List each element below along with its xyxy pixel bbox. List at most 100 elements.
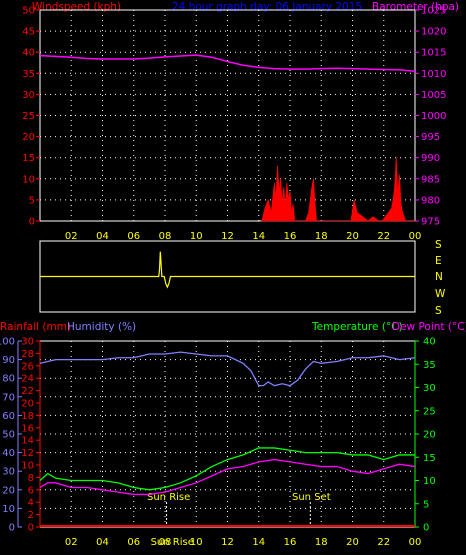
wind-time-tick-label: 06 — [127, 231, 140, 242]
humidity-tick-label: 30 — [2, 467, 15, 478]
temp-time-tick-label: 00 — [409, 537, 422, 548]
wind-time-tick-label: 04 — [96, 231, 109, 242]
rainfall-tick-label: 14 — [21, 436, 34, 447]
temperature-tick-label: 10 — [423, 476, 436, 487]
rainfall-tick-label: 26 — [21, 361, 34, 372]
temperature-tick-label: 25 — [423, 406, 436, 417]
humidity-tick-label: 10 — [2, 504, 15, 515]
temp-time-tick-label: 12 — [221, 537, 234, 548]
rainfall-tick-label: 0 — [28, 523, 34, 534]
temp-time-tick-label: 02 — [65, 537, 78, 548]
sunrise-label: Sun Rise — [147, 492, 190, 503]
barometer-tick-label: 980 — [421, 195, 440, 206]
humidity-line — [39, 351, 416, 387]
humidity-axis-title: Humidity (%) — [67, 321, 136, 333]
dewpoint-line — [39, 458, 416, 496]
temp-time-tick-label: 08 — [159, 537, 172, 548]
rainfall-tick-label: 12 — [21, 448, 34, 459]
barometer-tick-label: 1020 — [421, 27, 446, 38]
windspeed-tick-label: 35 — [22, 69, 35, 80]
rainfall-tick-label: 20 — [21, 399, 34, 410]
barometer-tick-label: 1025 — [421, 6, 446, 17]
temp-time-tick-label: 14 — [252, 537, 265, 548]
wind-time-tick-label: 22 — [377, 231, 390, 242]
rainfall-tick-label: 18 — [21, 411, 34, 422]
windspeed-tick-label: 40 — [22, 48, 35, 59]
wind-direction-line — [40, 251, 415, 289]
temperature-tick-label: 35 — [423, 360, 436, 371]
temp-time-tick-label: 06 — [127, 537, 140, 548]
temperature-axis-title: Temperature (°C) — [311, 321, 403, 333]
windspeed-tick-label: 15 — [22, 153, 35, 164]
barometer-tick-label: 995 — [421, 132, 440, 143]
temperature-tick-label: 20 — [423, 430, 436, 441]
windspeed-tick-label: 30 — [22, 90, 35, 101]
temp-panel-frame — [39, 340, 416, 528]
humidity-tick-label: 0 — [9, 523, 15, 534]
humidity-tick-label: 80 — [2, 374, 15, 385]
barometer-tick-label: 975 — [421, 217, 440, 228]
temp-time-tick-label: 22 — [377, 537, 390, 548]
windspeed-tick-label: 50 — [22, 6, 35, 17]
humidity-tick-label: 40 — [2, 448, 15, 459]
direction-label-w: W — [435, 288, 446, 300]
windspeed-tick-label: 20 — [22, 132, 35, 143]
temperature-tick-label: 0 — [423, 523, 429, 534]
sunset-label: Sun Set — [292, 492, 331, 503]
humidity-tick-label: 100 — [0, 337, 15, 348]
temperature-line — [39, 447, 415, 491]
temp-time-tick-label: 18 — [315, 537, 328, 548]
temperature-tick-label: 40 — [423, 337, 436, 348]
rainfall-tick-label: 6 — [28, 485, 34, 496]
barometer-tick-label: 1005 — [421, 90, 446, 101]
barometer-tick-label: 1000 — [421, 111, 446, 122]
temp-time-tick-label: 20 — [346, 537, 359, 548]
humidity-tick-label: 50 — [2, 430, 15, 441]
windspeed-tick-label: 25 — [22, 111, 35, 122]
windspeed-tick-label: 5 — [29, 195, 35, 206]
humidity-tick-label: 90 — [2, 355, 15, 366]
temperature-tick-label: 15 — [423, 453, 436, 464]
sunrise-bottom-marker: Sun Rise — [151, 537, 194, 548]
wind-time-tick-label: 18 — [315, 231, 328, 242]
wind-time-tick-label: 00 — [409, 231, 422, 242]
direction-label-s-bottom: S — [435, 305, 442, 317]
wind-time-tick-label: 10 — [190, 231, 203, 242]
windspeed-tick-label: 0 — [29, 217, 35, 228]
temp-time-tick-label: 04 — [96, 537, 109, 548]
wind-time-tick-label: 12 — [221, 231, 234, 242]
dewpoint-axis-title: Dew Point (°C) — [392, 321, 466, 333]
rainfall-tick-label: 28 — [21, 349, 34, 360]
humidity-tick-label: 70 — [2, 392, 15, 403]
windspeed-area — [261, 157, 415, 222]
rainfall-tick-label: 16 — [21, 423, 34, 434]
rainfall-tick-label: 22 — [21, 386, 34, 397]
rainfall-tick-label: 10 — [21, 461, 34, 472]
barometer-tick-label: 985 — [421, 174, 440, 185]
wind-time-tick-label: 02 — [65, 231, 78, 242]
humidity-tick-label: 20 — [2, 485, 15, 496]
wind-time-tick-label: 20 — [346, 231, 359, 242]
humidity-tick-label: 60 — [2, 411, 15, 422]
windspeed-tick-label: 10 — [22, 174, 35, 185]
rainfall-tick-label: 4 — [28, 498, 34, 509]
windspeed-tick-label: 45 — [22, 27, 35, 38]
rainfall-tick-label: 8 — [28, 473, 34, 484]
temperature-tick-label: 5 — [423, 499, 429, 510]
rainfall-axis-title: Rainfall (mm) — [0, 321, 71, 333]
wind-time-tick-label: 14 — [252, 231, 265, 242]
direction-label-n: N — [435, 271, 443, 283]
temp-time-tick-label: 10 — [190, 537, 203, 548]
direction-label-s-top: S — [435, 239, 442, 251]
rainfall-tick-label: 30 — [21, 337, 34, 348]
wind-time-tick-label: 08 — [159, 231, 172, 242]
temp-time-tick-label: 16 — [284, 537, 297, 548]
barometer-line — [39, 54, 416, 72]
rainfall-tick-label: 24 — [21, 374, 34, 385]
windspeed-axis-title: Windspeed (kph) — [32, 1, 121, 13]
chart-title: 24 hour graph day: 06 January 2015 — [172, 1, 362, 13]
temperature-tick-label: 30 — [423, 383, 436, 394]
barometer-tick-label: 1010 — [421, 69, 446, 80]
barometer-tick-label: 1015 — [421, 48, 446, 59]
